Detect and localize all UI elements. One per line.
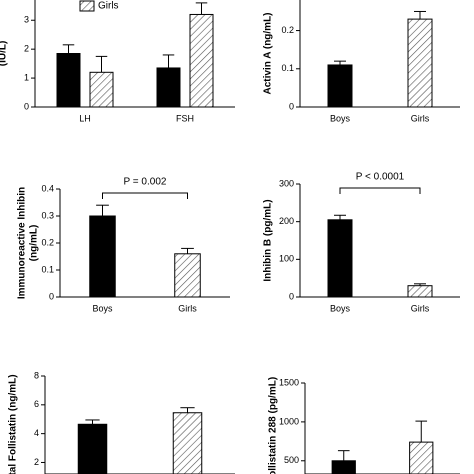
x-tick-label: Boys [330, 303, 351, 313]
y-axis-label: Activin A (ng/mL) [263, 12, 274, 94]
y-tick-label: 6 [34, 399, 39, 409]
y-axis-label: (ng/mL) [29, 225, 40, 262]
error-bar [414, 10, 426, 20]
y-tick-label: 0 [289, 101, 294, 111]
y-tick-label: 2 [34, 457, 39, 467]
error-bar [85, 419, 100, 425]
bar [89, 215, 116, 298]
error-bar [62, 44, 75, 54]
bar [77, 423, 108, 474]
y-tick-label: 0.1 [281, 63, 294, 73]
y-tick-label: 0.2 [41, 237, 54, 247]
bar [409, 441, 434, 474]
y-tick-label: 200 [279, 216, 294, 226]
y-tick-label: 1000 [279, 416, 299, 426]
error-bar [180, 407, 195, 413]
error-bar [195, 2, 208, 15]
x-tick-label: Boys [330, 113, 351, 123]
y-tick-label: 0.2 [281, 25, 294, 35]
y-tick-label: 0 [289, 291, 294, 301]
annotation: P < 0.0001 [356, 172, 405, 183]
x-tick-label: Girls [411, 113, 430, 123]
annotation: P = 0.002 [124, 177, 167, 188]
x-tick-label: Girls [178, 303, 197, 313]
legend-swatch [79, 0, 95, 12]
x-tick-label: FSH [176, 113, 194, 123]
x-tick-label: LH [79, 113, 91, 123]
error-bar [414, 283, 426, 286]
y-tick-label: 0.4 [41, 183, 54, 193]
bar [327, 219, 353, 298]
x-tick-label: Girls [411, 303, 430, 313]
bar [331, 460, 356, 474]
error-bar [162, 54, 175, 68]
y-axis-label: Immunoreactive Inhibin [17, 187, 28, 299]
y-tick-label: 1 [24, 72, 29, 82]
y-axis-label: follistatin 288 (pg/mL) [268, 377, 279, 474]
bar [89, 71, 114, 108]
bar [174, 253, 201, 298]
y-tick-label: 2 [24, 44, 29, 54]
error-bar [415, 420, 428, 443]
y-axis-label: (IU/L) [0, 41, 9, 67]
y-tick-label: 100 [279, 254, 294, 264]
y-tick-label: 0.3 [41, 210, 54, 220]
error-bar [95, 55, 108, 73]
significance-bracket [102, 192, 188, 199]
y-tick-label: 8 [34, 370, 39, 380]
bar [189, 13, 214, 108]
bar [407, 285, 433, 298]
bar [407, 18, 433, 108]
bar [327, 64, 353, 108]
error-bar [337, 450, 350, 461]
legend-label: Girls [98, 1, 119, 12]
bar [156, 67, 181, 108]
error-bar [334, 60, 346, 65]
bar [56, 53, 81, 108]
y-axis-label: Inhibin B (pg/mL) [263, 199, 274, 281]
y-tick-label: 500 [284, 455, 299, 465]
x-tick-label: Boys [92, 303, 113, 313]
y-axis-label: tal Follistatin (ng/mL) [8, 374, 19, 474]
y-tick-label: 0 [49, 291, 54, 301]
y-tick-label: 300 [279, 178, 294, 188]
y-tick-label: 1500 [279, 377, 299, 387]
y-tick-label: 0 [24, 101, 29, 111]
error-bar [181, 247, 194, 254]
error-bar [96, 204, 109, 216]
y-tick-label: 4 [34, 428, 39, 438]
significance-bracket [339, 187, 421, 194]
error-bar [334, 214, 346, 220]
bar [172, 412, 203, 474]
y-tick-label: 3 [24, 15, 29, 25]
y-tick-label: 0.1 [41, 264, 54, 274]
